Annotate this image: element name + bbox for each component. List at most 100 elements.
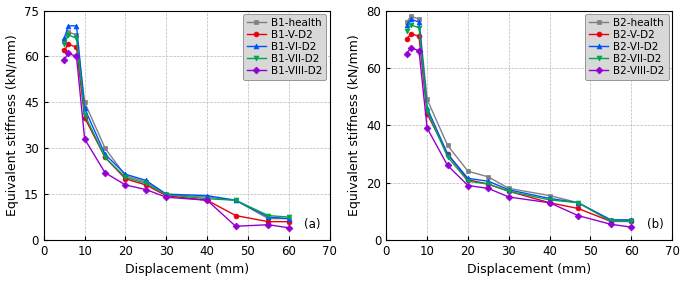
B1-VII-D2 xyxy=(284,215,292,219)
B2-VII-D2 xyxy=(464,180,472,183)
B1-VII-D2 xyxy=(81,113,89,116)
B2-VI-D2 xyxy=(505,188,513,191)
X-axis label: Displacement (mm): Displacement (mm) xyxy=(125,263,249,276)
B1-V-D2 xyxy=(73,46,81,49)
B1-V-D2 xyxy=(162,194,171,197)
B1-VIII-D2 xyxy=(121,183,129,187)
B1-VIII-D2 xyxy=(81,137,89,141)
B1-VII-D2 xyxy=(162,193,171,197)
B2-VI-D2 xyxy=(574,201,582,204)
B2-V-D2 xyxy=(627,220,635,223)
B1-VII-D2 xyxy=(264,214,273,217)
B1-VI-D2 xyxy=(162,192,171,196)
B1-VIII-D2 xyxy=(60,58,68,61)
B2-VI-D2 xyxy=(403,23,411,27)
B2-VI-D2 xyxy=(443,152,451,156)
B1-VI-D2 xyxy=(264,215,273,219)
X-axis label: Displacement (mm): Displacement (mm) xyxy=(467,263,591,276)
B1-VII-D2 xyxy=(121,176,129,179)
Text: (a): (a) xyxy=(304,218,321,231)
B1-VIII-D2 xyxy=(264,223,273,226)
B1-health xyxy=(284,217,292,220)
B2-health xyxy=(407,15,415,18)
B2-V-D2 xyxy=(415,35,423,38)
B2-VI-D2 xyxy=(415,20,423,24)
B2-VIII-D2 xyxy=(545,201,553,204)
B1-V-D2 xyxy=(101,156,109,159)
B1-VII-D2 xyxy=(64,33,73,37)
B2-VI-D2 xyxy=(464,177,472,180)
B2-health xyxy=(423,98,432,101)
B2-health xyxy=(443,144,451,147)
B2-VIII-D2 xyxy=(464,184,472,187)
Line: B2-VI-D2: B2-VI-D2 xyxy=(404,17,634,222)
B1-health xyxy=(162,192,171,196)
B1-VII-D2 xyxy=(142,182,150,185)
B2-VIII-D2 xyxy=(607,222,615,226)
Line: B1-VII-D2: B1-VII-D2 xyxy=(62,33,291,219)
B1-health xyxy=(203,195,211,199)
Y-axis label: Equivalent stiffness (kN/mm): Equivalent stiffness (kN/mm) xyxy=(348,34,361,216)
B2-VI-D2 xyxy=(627,218,635,222)
Line: B2-health: B2-health xyxy=(404,14,634,222)
B2-V-D2 xyxy=(423,112,432,116)
B1-V-D2 xyxy=(142,183,150,187)
B2-VI-D2 xyxy=(545,197,553,200)
B1-VI-D2 xyxy=(64,24,73,28)
B1-VII-D2 xyxy=(232,199,240,202)
B1-health xyxy=(142,180,150,184)
B1-VIII-D2 xyxy=(73,55,81,58)
B1-VI-D2 xyxy=(232,199,240,202)
B2-VI-D2 xyxy=(484,180,493,183)
B2-VII-D2 xyxy=(505,190,513,193)
B2-VIII-D2 xyxy=(407,46,415,50)
B1-VI-D2 xyxy=(81,107,89,110)
B2-V-D2 xyxy=(407,32,415,35)
B1-VIII-D2 xyxy=(203,199,211,202)
B2-health xyxy=(607,218,615,222)
B1-health xyxy=(121,174,129,177)
B2-VII-D2 xyxy=(545,198,553,202)
B1-VI-D2 xyxy=(203,194,211,197)
Text: (b): (b) xyxy=(647,218,664,231)
B2-health xyxy=(403,20,411,24)
B2-VII-D2 xyxy=(627,220,635,223)
Line: B1-VIII-D2: B1-VIII-D2 xyxy=(62,51,291,230)
Line: B1-VI-D2: B1-VI-D2 xyxy=(62,23,291,221)
B1-VII-D2 xyxy=(203,197,211,201)
B2-V-D2 xyxy=(403,38,411,41)
Line: B2-VIII-D2: B2-VIII-D2 xyxy=(404,45,634,230)
B1-health xyxy=(64,30,73,34)
B1-VI-D2 xyxy=(142,179,150,182)
B2-health xyxy=(627,218,635,222)
Legend: B1-health, B1-V-D2, B1-VI-D2, B1-VII-D2, B1-VIII-D2: B1-health, B1-V-D2, B1-VI-D2, B1-VII-D2,… xyxy=(242,14,326,80)
B1-V-D2 xyxy=(64,43,73,46)
B1-VIII-D2 xyxy=(284,226,292,230)
B1-VIII-D2 xyxy=(101,171,109,174)
B2-VIII-D2 xyxy=(415,49,423,52)
B1-V-D2 xyxy=(264,220,273,223)
B2-VIII-D2 xyxy=(574,214,582,217)
B2-V-D2 xyxy=(574,207,582,210)
B2-V-D2 xyxy=(505,190,513,193)
B2-health xyxy=(505,187,513,190)
B2-VII-D2 xyxy=(415,26,423,29)
Legend: B2-health, B2-V-D2, B2-VI-D2, B2-VII-D2, B2-VIII-D2: B2-health, B2-V-D2, B2-VI-D2, B2-VII-D2,… xyxy=(585,14,669,80)
B2-V-D2 xyxy=(607,220,615,223)
B1-VIII-D2 xyxy=(232,224,240,228)
B2-VIII-D2 xyxy=(423,126,432,130)
B2-health xyxy=(464,169,472,173)
B2-VI-D2 xyxy=(423,106,432,110)
B2-VIII-D2 xyxy=(484,187,493,190)
B1-VII-D2 xyxy=(101,156,109,159)
B2-VIII-D2 xyxy=(627,225,635,229)
B2-VII-D2 xyxy=(407,23,415,27)
B2-VII-D2 xyxy=(607,220,615,223)
B1-VII-D2 xyxy=(73,36,81,40)
B2-VIII-D2 xyxy=(443,164,451,167)
B2-VIII-D2 xyxy=(403,52,411,55)
B1-health xyxy=(101,147,109,150)
B1-VIII-D2 xyxy=(64,52,73,55)
B1-V-D2 xyxy=(203,199,211,202)
B1-V-D2 xyxy=(81,116,89,119)
